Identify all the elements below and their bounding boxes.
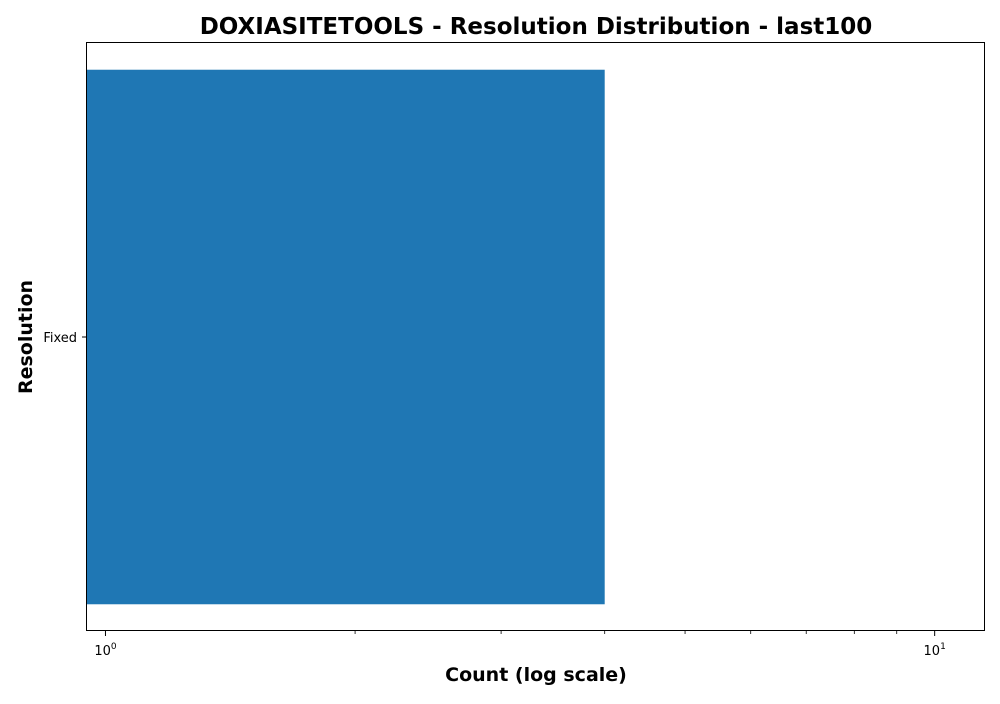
- x-tick-label-base: 10: [924, 644, 941, 659]
- x-axis-label: Count (log scale): [445, 664, 627, 686]
- bars-layer: [87, 69, 605, 605]
- x-tick-label-exponent: 1: [940, 642, 946, 652]
- x-tick-label: 100: [94, 642, 117, 659]
- y-axis-label: Resolution: [15, 280, 37, 394]
- y-tick-label: Fixed: [43, 331, 77, 346]
- bar: [87, 69, 605, 605]
- chart-title: DOXIASITETOOLS - Resolution Distribution…: [200, 14, 873, 40]
- x-tick-label-base: 10: [94, 644, 111, 659]
- x-axis: 100 101: [94, 631, 946, 659]
- x-tick-label-exponent: 0: [111, 642, 117, 652]
- y-axis: Fixed: [43, 331, 87, 346]
- x-tick-label: 101: [924, 642, 946, 659]
